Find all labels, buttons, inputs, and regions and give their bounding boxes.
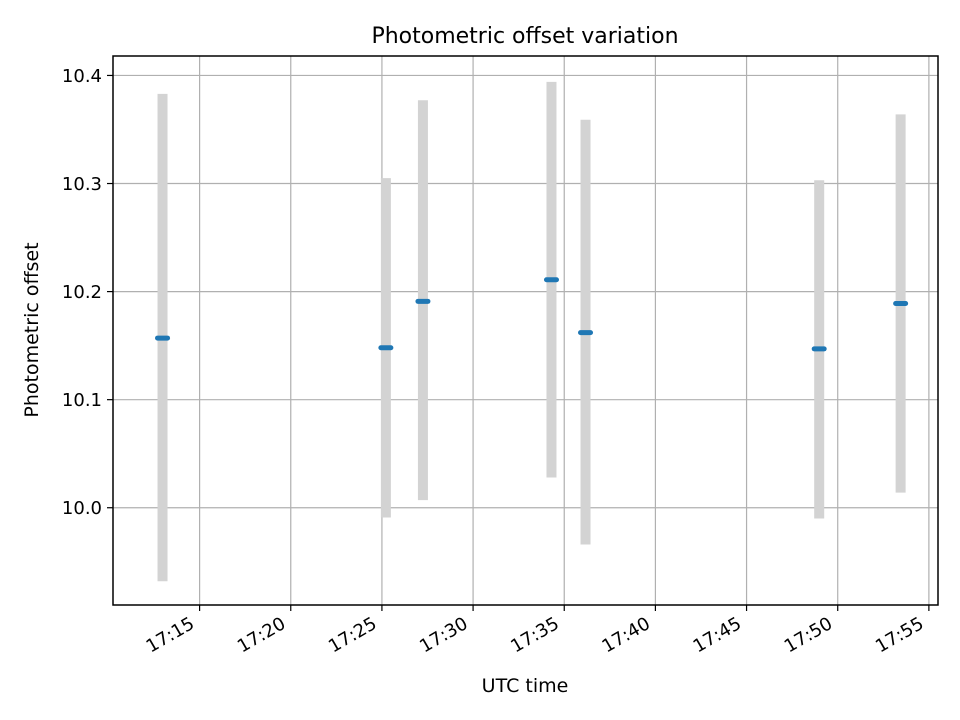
y-tick-label: 10.1	[62, 390, 102, 411]
y-tick-label: 10.2	[62, 282, 102, 303]
y-tick-label: 10.0	[62, 498, 102, 519]
x-axis-title: UTC time	[482, 675, 569, 697]
data-points	[155, 277, 909, 352]
plot-frame	[112, 55, 939, 606]
y-axis-ticks: 10.0 10.1 10.2 10.3 10.4	[62, 66, 113, 519]
y-tick-label: 10.4	[62, 66, 102, 87]
y-tick-label: 10.3	[62, 174, 102, 195]
y-axis-title: Photometric offset	[21, 242, 43, 417]
chart-title: Photometric offset variation	[371, 24, 678, 49]
